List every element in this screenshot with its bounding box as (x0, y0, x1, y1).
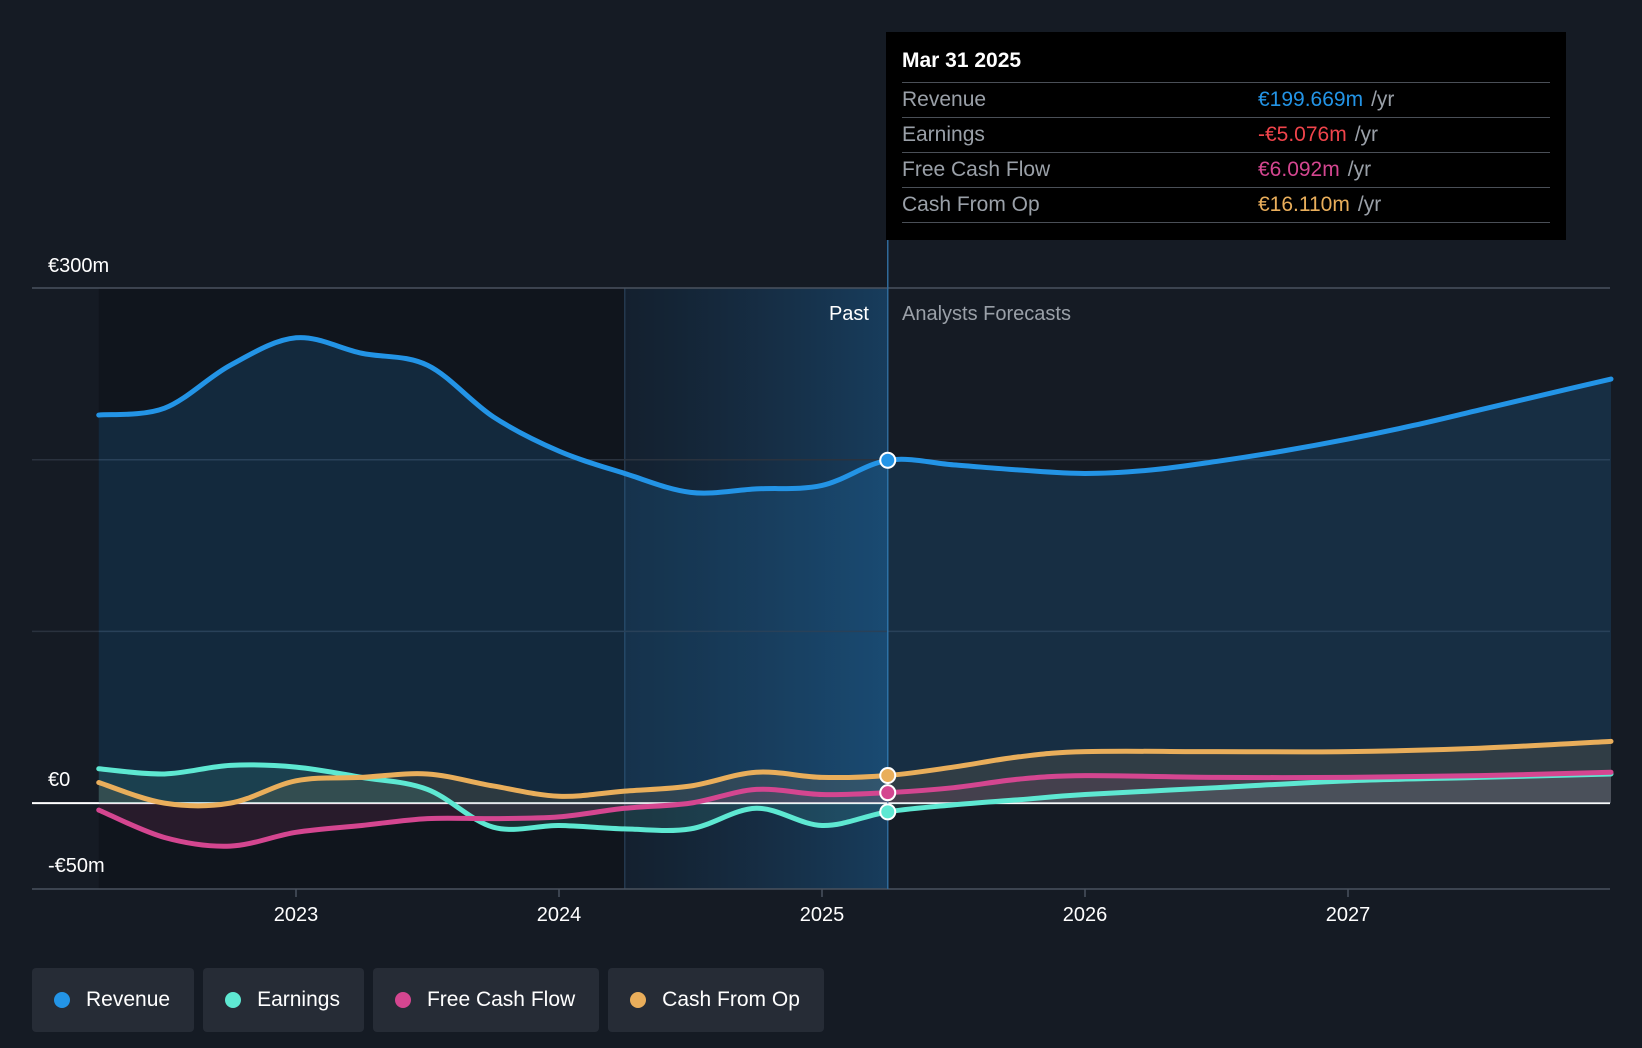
x-tick-label: 2026 (1063, 904, 1108, 926)
tooltip-label: Revenue (902, 88, 987, 111)
tooltip-row-earnings: Earnings -€5.076m /yr (902, 117, 1550, 152)
legend-dot-icon (225, 992, 242, 1008)
legend-label: Earnings (257, 988, 340, 1011)
revenue-line (96, 335, 1614, 496)
tooltip-value: €199.669m (1258, 88, 1364, 111)
legend-label: Revenue (86, 988, 171, 1011)
free-cash-flow-area (98, 772, 1611, 847)
tooltip-label: Free Cash Flow (902, 158, 1051, 181)
legend-label: Cash From Op (662, 988, 800, 1011)
x-tick-label: 2024 (537, 904, 582, 926)
tooltip-row-free-cash-flow: Free Cash Flow €6.092m /yr (902, 152, 1550, 187)
legend-dot-icon (630, 992, 647, 1008)
tooltip-label: Earnings (902, 123, 985, 146)
cash-from-op-marker[interactable] (879, 766, 897, 784)
cash-from-op-area (98, 741, 1611, 806)
x-tick-label: 2025 (800, 904, 845, 926)
tooltip-date: Mar 31 2025 (902, 49, 1022, 72)
earnings-line (96, 762, 1614, 834)
tooltip-unit: /yr (1347, 158, 1372, 181)
cash-from-op-line (96, 738, 1614, 809)
tooltip-value: €16.110m (1258, 193, 1350, 216)
tooltip-label: Cash From Op (902, 193, 1040, 216)
y-label-bottom: -€50m (48, 855, 105, 877)
past-label: Past (829, 303, 869, 325)
free-cash-flow-marker[interactable] (879, 784, 897, 802)
revenue-area (98, 337, 1611, 804)
legend-item-free-cash-flow[interactable]: Free Cash Flow (372, 968, 600, 1032)
legend-dot-icon (394, 992, 411, 1008)
tooltip-unit: /yr (1371, 88, 1395, 111)
earnings-area (98, 764, 1611, 831)
free-cash-flow-line (96, 769, 1614, 849)
y-label-top: €300m (48, 255, 109, 277)
legend-dot-icon (54, 992, 70, 1008)
legend-item-revenue[interactable]: Revenue (32, 968, 195, 1032)
forecast-label: Analysts Forecasts (902, 303, 1071, 325)
x-tick-label: 2027 (1326, 904, 1371, 926)
legend-item-cash-from-op[interactable]: Cash From Op (608, 968, 824, 1032)
legend-item-earnings[interactable]: Earnings (203, 968, 364, 1032)
revenue-marker[interactable] (879, 451, 897, 469)
hover-tooltip: Mar 31 2025 Revenue €199.669m /yr Earnin… (886, 32, 1566, 240)
x-tick-label: 2023 (274, 904, 319, 926)
tooltip-row-revenue: Revenue €199.669m /yr (902, 82, 1550, 117)
tooltip-value: €6.092m (1258, 158, 1340, 181)
y-label-zero: €0 (48, 769, 70, 791)
tooltip-unit: /yr (1357, 193, 1382, 216)
tooltip-unit: /yr (1354, 123, 1379, 146)
tooltip-row-cash-from-op: Cash From Op €16.110m /yr (902, 187, 1550, 223)
chart-legend: Revenue Earnings Free Cash Flow Cash Fro… (32, 968, 824, 1032)
legend-label: Free Cash Flow (426, 988, 576, 1011)
tooltip-value: -€5.076m (1258, 123, 1347, 146)
earnings-marker[interactable] (879, 803, 897, 821)
